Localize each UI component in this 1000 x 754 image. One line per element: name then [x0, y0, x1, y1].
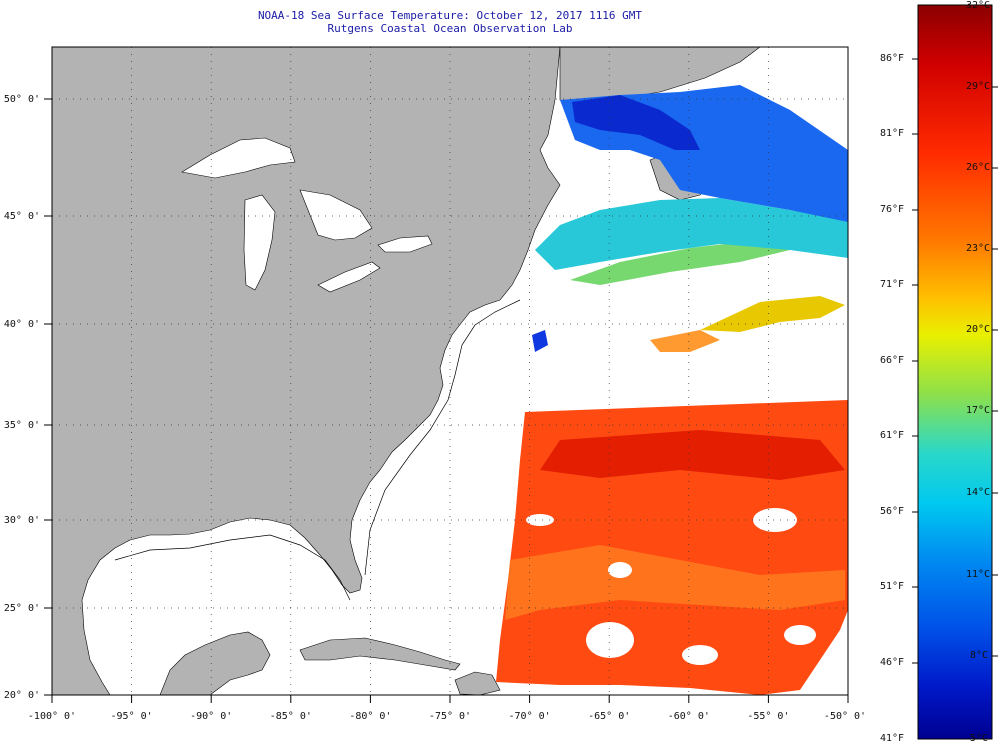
lat-label: 45° 0' — [4, 211, 40, 222]
sst-cyan-region — [535, 198, 848, 270]
lake-superior — [181, 137, 296, 179]
sst-green-band — [570, 240, 790, 285]
lat-label: 30° 0' — [4, 515, 40, 526]
sst-yellow-patch — [700, 296, 845, 332]
cloud-gaps — [526, 508, 816, 665]
land-cuba — [299, 637, 461, 671]
lon-label: -50° 0' — [824, 711, 866, 722]
latitude-labels: 20° 0' 25° 0' 30° 0' 35° 0' 40° 0' 45° 0… — [4, 94, 40, 701]
lat-label: 20° 0' — [4, 690, 40, 701]
lon-label: -55° 0' — [747, 711, 789, 722]
lon-label: -100° 0' — [28, 711, 76, 722]
longitude-labels: -100° 0' -95° 0' -90° 0' -85° 0' -80° 0'… — [28, 711, 866, 722]
lat-label: 25° 0' — [4, 603, 40, 614]
celsius-label: 29°C — [966, 81, 991, 92]
celsius-label: 20°C — [966, 324, 991, 335]
lon-label: -70° 0' — [509, 711, 551, 722]
grid-lines — [52, 47, 848, 695]
map-title: NOAA-18 Sea Surface Temperature: October… — [257, 9, 643, 22]
lake-huron — [299, 189, 373, 241]
fahrenheit-label: 56°F — [880, 506, 905, 517]
lake-ontario — [377, 235, 433, 253]
lake-erie — [317, 261, 381, 293]
lat-label: 40° 0' — [4, 319, 40, 330]
lat-label: 35° 0' — [4, 420, 40, 431]
lat-label: 50° 0' — [4, 94, 40, 105]
gulf-shelf-contour — [114, 534, 351, 601]
celsius-label: 5°C — [970, 733, 989, 744]
land-hispaniola — [454, 671, 501, 695]
fahrenheit-label: 76°F — [880, 204, 905, 215]
fahrenheit-label: 51°F — [880, 581, 905, 592]
lon-label: -65° 0' — [588, 711, 630, 722]
celsius-label: 8°C — [970, 650, 989, 661]
colorbar — [917, 4, 993, 740]
celsius-label: 17°C — [966, 405, 991, 416]
fahrenheit-label: 86°F — [880, 53, 905, 64]
atlantic-shelf-contour — [364, 299, 521, 576]
axis-ticks — [44, 98, 849, 703]
lon-label: -75° 0' — [429, 711, 471, 722]
celsius-label: 23°C — [966, 243, 991, 254]
lon-label: -80° 0' — [349, 711, 391, 722]
lake-michigan — [243, 194, 276, 291]
sst-orange-patch — [650, 330, 720, 352]
colorbar-ticks — [912, 58, 998, 664]
land-mexico — [159, 631, 271, 695]
sst-blue-spot — [532, 330, 548, 352]
sst-deep-blue-gulf — [572, 95, 700, 150]
celsius-label: 26°C — [966, 162, 991, 173]
lon-label: -60° 0' — [668, 711, 710, 722]
fahrenheit-label: 71°F — [880, 279, 905, 290]
sst-warm-patch-orange — [505, 545, 845, 620]
celsius-label: 14°C — [966, 487, 991, 498]
land-north-america — [52, 47, 561, 695]
lon-label: -90° 0' — [190, 711, 232, 722]
fahrenheit-label: 81°F — [880, 128, 905, 139]
lon-label: -95° 0' — [111, 711, 153, 722]
celsius-label: 11°C — [966, 569, 991, 580]
celsius-label: 32°C — [966, 0, 991, 11]
fahrenheit-label: 41°F — [880, 733, 905, 744]
fahrenheit-label: 61°F — [880, 430, 905, 441]
map-subtitle: Rutgens Coastal Ocean Observation Lab — [327, 22, 573, 35]
fahrenheit-label: 46°F — [880, 657, 905, 668]
fahrenheit-label: 66°F — [880, 355, 905, 366]
lon-label: -85° 0' — [270, 711, 312, 722]
